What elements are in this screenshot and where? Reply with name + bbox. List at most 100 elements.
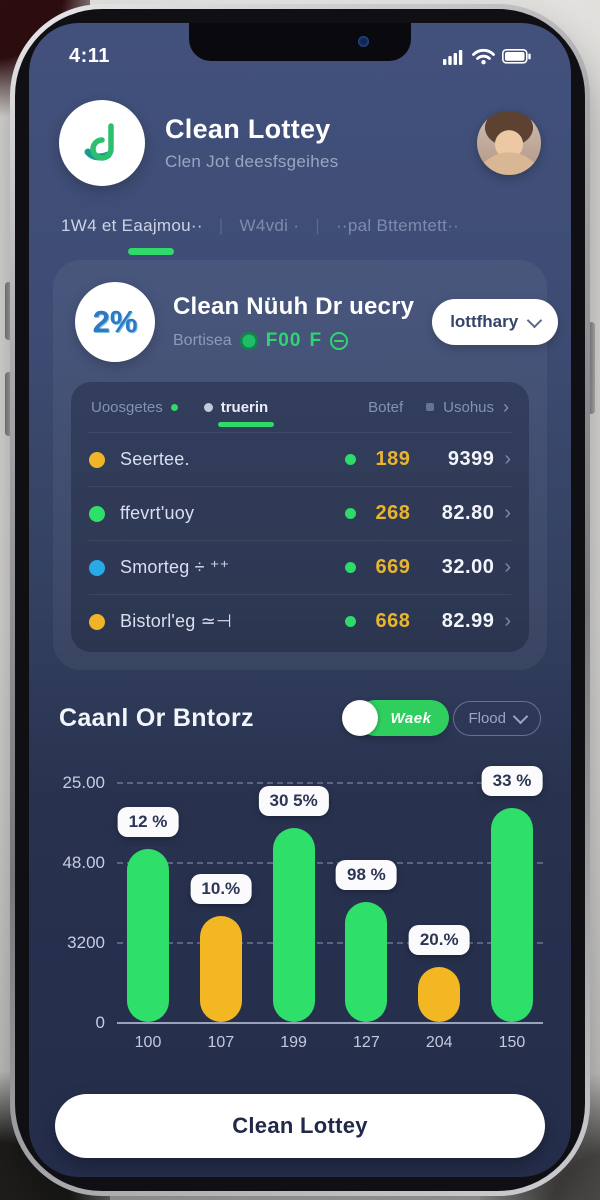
- row-name: Smorteg ÷ ⁺⁺: [120, 557, 230, 577]
- gridline: [117, 782, 543, 784]
- power-button: [588, 322, 595, 414]
- list-tab-active-label: truerin: [220, 398, 269, 416]
- bar: [345, 902, 388, 1022]
- camera-icon: [358, 36, 369, 47]
- music-note-check-icon: [84, 123, 114, 161]
- row-value: 82.99: [441, 610, 495, 632]
- chevron-right-icon: ›: [504, 556, 511, 578]
- tab-separator: |: [315, 216, 320, 235]
- bar-column: 33 %: [481, 766, 543, 1022]
- summary-card: 2% Clean Nüuh Dr uecry Bortisea F00 F lo…: [53, 260, 559, 670]
- list-tab-left[interactable]: Uoosgetes: [91, 399, 178, 416]
- row-count: 268: [375, 502, 411, 524]
- category-dot-icon: [89, 505, 105, 522]
- list-row[interactable]: Bistorl'eg ≃⊣ 668 82.99 ›: [89, 594, 511, 648]
- tab-main[interactable]: 1W4 et Eaajmou··: [61, 216, 203, 235]
- chart-header: Caanl Or Bntorz Waek Flood: [29, 700, 571, 736]
- card-title: Clean Nüuh Dr uecry: [173, 292, 415, 320]
- chevron-right-icon: ›: [504, 502, 511, 524]
- row-count: 189: [375, 448, 411, 470]
- status-dot-icon: [345, 454, 357, 465]
- list-header-col-1: Botef: [368, 398, 404, 416]
- period-dropdown-label: Flood: [468, 709, 506, 727]
- legend-square-icon: [426, 403, 435, 411]
- chevron-right-icon: ›: [504, 448, 511, 470]
- list-row[interactable]: Seertee. 189 9399 ›: [89, 432, 511, 486]
- app-logo: [59, 100, 145, 186]
- nav-tabs: 1W4 et Eaajmou·· | W4vdi · | ··pal Bttem…: [29, 216, 571, 255]
- bar: [199, 916, 242, 1022]
- tab-third[interactable]: ··pal Bttemtett··: [335, 216, 460, 235]
- bar-column: 10.%: [190, 782, 252, 1022]
- coin-outline-icon: [330, 331, 349, 350]
- row-name: ffevrt'uoy: [120, 503, 195, 523]
- avatar[interactable]: [477, 111, 541, 175]
- week-toggle[interactable]: Waek: [341, 700, 450, 736]
- row-count: 669: [375, 556, 411, 578]
- list-tab-left-label: Uoosgetes: [91, 398, 163, 416]
- list-row[interactable]: ffevrt'uoy 268 82.80 ›: [89, 486, 511, 540]
- row-name: Bistorl'eg ≃⊣: [120, 611, 232, 631]
- list-row[interactable]: Smorteg ÷ ⁺⁺ 669 32.00 ›: [89, 540, 511, 594]
- bar-value-badge: 33 %: [481, 766, 543, 797]
- row-value: 82.80: [441, 502, 495, 524]
- lottery-dropdown[interactable]: lottfhary: [432, 299, 559, 345]
- y-tick: 25.00: [62, 773, 105, 792]
- status-time: 4:11: [69, 45, 110, 67]
- y-tick: 48.00: [62, 852, 105, 872]
- y-axis: 25.00 48.00 3200 0: [59, 773, 117, 1032]
- page-title: Clean Lottey: [165, 114, 331, 144]
- tab-separator: |: [218, 216, 224, 235]
- status-dot-icon: [345, 508, 357, 519]
- app-screen: 4:11: [29, 23, 571, 1177]
- chevron-right-icon: ›: [504, 610, 511, 632]
- x-tick: 127: [353, 1034, 380, 1051]
- active-tab-indicator: [128, 248, 174, 255]
- category-dot-icon: [89, 559, 105, 576]
- x-tick: 150: [498, 1034, 526, 1051]
- section-title: Caanl Or Bntorz: [59, 703, 254, 732]
- list-tab-active[interactable]: truerin: [203, 398, 274, 427]
- x-tick: 204: [425, 1034, 453, 1051]
- bar: [272, 827, 315, 1022]
- status-bar: 4:11: [29, 23, 571, 68]
- chevron-down-icon: [526, 312, 543, 328]
- notch: [189, 23, 411, 61]
- bar: [418, 966, 461, 1022]
- list-header: Uoosgetes truerin Botef Usohus ›: [91, 397, 509, 427]
- period-dropdown[interactable]: Flood: [453, 700, 541, 736]
- gridline: [117, 942, 543, 944]
- tab-second[interactable]: W4vdi ·: [239, 216, 300, 235]
- status-dot-icon: [345, 562, 357, 573]
- page-subtitle: Clen Jot deesfsgeihes: [165, 152, 339, 171]
- y-tick: 3200: [67, 933, 105, 952]
- bar-value-badge: 98 %: [336, 860, 397, 890]
- chevron-down-icon: [512, 708, 529, 724]
- card-subtitle: Bortisea: [173, 331, 232, 349]
- phone-bezel: 4:11: [15, 9, 585, 1191]
- bar-value-badge: 12 %: [117, 807, 179, 838]
- battery-icon: [502, 49, 531, 64]
- bar-chart: 25.00 48.00 3200 0 12 % 10.%: [59, 766, 543, 1052]
- chevron-right-icon: ›: [503, 397, 509, 417]
- category-dot-icon: [89, 613, 105, 630]
- coin-icon: [239, 331, 258, 350]
- bar: [127, 849, 169, 1022]
- percent-badge-text: 2%: [92, 304, 138, 339]
- active-list-tab-indicator: [217, 421, 274, 427]
- status-dot-icon: [345, 616, 357, 627]
- list-header-col-2[interactable]: Usohus: [443, 398, 494, 416]
- y-tick: 0: [95, 1013, 105, 1032]
- row-value: 9399: [447, 448, 495, 470]
- green-dot-icon: [170, 403, 178, 411]
- bar-column: 12 %: [117, 782, 179, 1022]
- volume-up-button: [5, 282, 12, 340]
- primary-action-button[interactable]: Clean Lottey: [55, 1094, 545, 1158]
- bar-column: 20.%: [408, 782, 470, 1022]
- phone-frame: 4:11: [10, 4, 590, 1196]
- x-tick: 100: [134, 1034, 162, 1051]
- bar-value-badge: 10.%: [190, 874, 252, 905]
- gray-dot-icon: [203, 402, 213, 412]
- coin-value: F00: [265, 329, 302, 351]
- volume-down-button: [5, 372, 12, 436]
